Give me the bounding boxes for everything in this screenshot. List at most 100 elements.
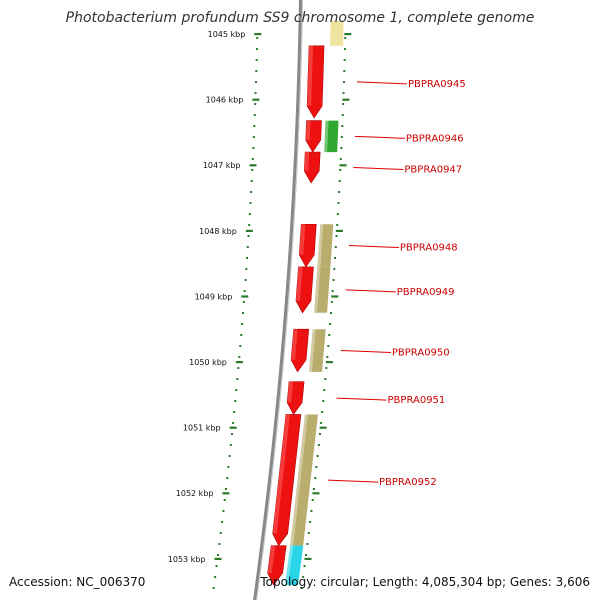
scale-layer: 1045 kbp 1046 kbp 1047 kbp 1048 kbp 1049 kbp… [168,30,352,589]
gc-dot [316,455,319,457]
scale-tick [252,98,260,101]
map-title: Photobacterium profundum SS9 chromosome … [65,10,535,26]
gc-dot [334,246,337,248]
scale-dot [228,455,231,457]
scale-label: 1051 kbp [183,424,221,433]
gene-label: PBPRA0945 [408,79,466,90]
gc-dot [302,576,305,578]
scale-dot [230,433,233,435]
scale-dot [254,92,257,94]
label-layer: PBPRA0945 PBPRA0946 PBPRA0947 PBPRA0948 PBPR… [327,79,466,488]
cog-feature [290,414,318,546]
scale-dot [242,312,245,314]
cog-shine [285,545,294,586]
cds-shine [307,45,314,106]
gc-dot [342,103,345,105]
scale-dot [255,59,258,61]
gc-dot [323,389,326,391]
cog-feature [324,120,339,153]
gene-layer [267,20,344,586]
gc-tick [325,361,333,364]
scale-tick [254,33,262,36]
gene-label: PBPRA0952 [379,477,437,488]
gc-dot [333,268,336,270]
scale-label: 1050 kbp [189,358,227,367]
gc-dot [341,114,344,116]
cog-shine [324,120,329,153]
leader-line [356,81,407,85]
gc-tick [319,426,327,429]
scale-dot [242,301,245,303]
gc-dot [325,367,328,369]
scale-tick [241,295,249,298]
scale-dot [235,389,238,391]
scale-dot [234,400,237,402]
scale-dot [216,554,219,556]
scale-dot [238,356,241,358]
gc-dot [315,466,318,468]
gc-dot [309,521,312,523]
scale-dot [218,543,221,545]
cds-shine [304,152,310,171]
scale-dot [224,488,227,490]
gc-dot [335,235,338,237]
scale-dot [251,169,254,171]
gc-dot [343,59,346,61]
scale-dot [254,81,257,83]
leader-line [327,479,379,483]
gc-dot [317,444,320,446]
gc-dot [338,191,341,193]
cds-shine [272,414,290,534]
scale-label: 1052 kbp [176,489,214,498]
gc-dot [330,301,333,303]
gc-dot [343,48,346,50]
gene-label: PBPRA0951 [388,395,446,406]
scale-dot [222,510,225,512]
cog-shine [290,414,308,546]
gc-dot [330,312,333,314]
cds-shine [295,266,303,301]
gc-dot [342,92,345,94]
cds-shine [287,381,294,403]
scale-dot [246,246,249,248]
leader-line [354,135,405,139]
gc-dot [326,356,329,358]
scale-dot [223,499,226,501]
gc-dot [338,180,341,182]
gc-dot [304,554,307,556]
scale-dot [248,224,251,226]
gc-dot [312,488,315,490]
gc-dot [311,499,314,501]
scale-dot [232,422,235,424]
gc-dot [303,565,306,567]
scale-tick [222,492,230,495]
cds-shine [267,545,276,574]
gc-dot [331,290,334,292]
leader-line [345,289,396,293]
backbone-highlight [256,0,303,601]
gc-dot [320,422,323,424]
scale-tick [245,229,253,232]
scale-dot [243,290,246,292]
gene-label: PBPRA0946 [406,133,464,144]
scale-dot [241,323,244,325]
scale-dot [219,532,222,534]
gc-dot [342,81,345,83]
scale-dot [256,37,259,39]
leader-line [348,245,399,249]
gc-dot [321,411,324,413]
gc-tick [335,229,343,232]
scale-tick [229,426,237,429]
genome-summary-text: Topology: circular; Length: 4,085,304 bp… [260,575,590,589]
scale-dot [214,576,217,578]
leader-line [336,397,387,401]
scale-dot [229,444,232,446]
scale-tick [214,557,222,560]
scale-dot [226,477,229,479]
scale-dot [239,345,242,347]
scale-dot [253,114,256,116]
scale-dot [240,334,243,336]
scale-dot [253,125,256,127]
